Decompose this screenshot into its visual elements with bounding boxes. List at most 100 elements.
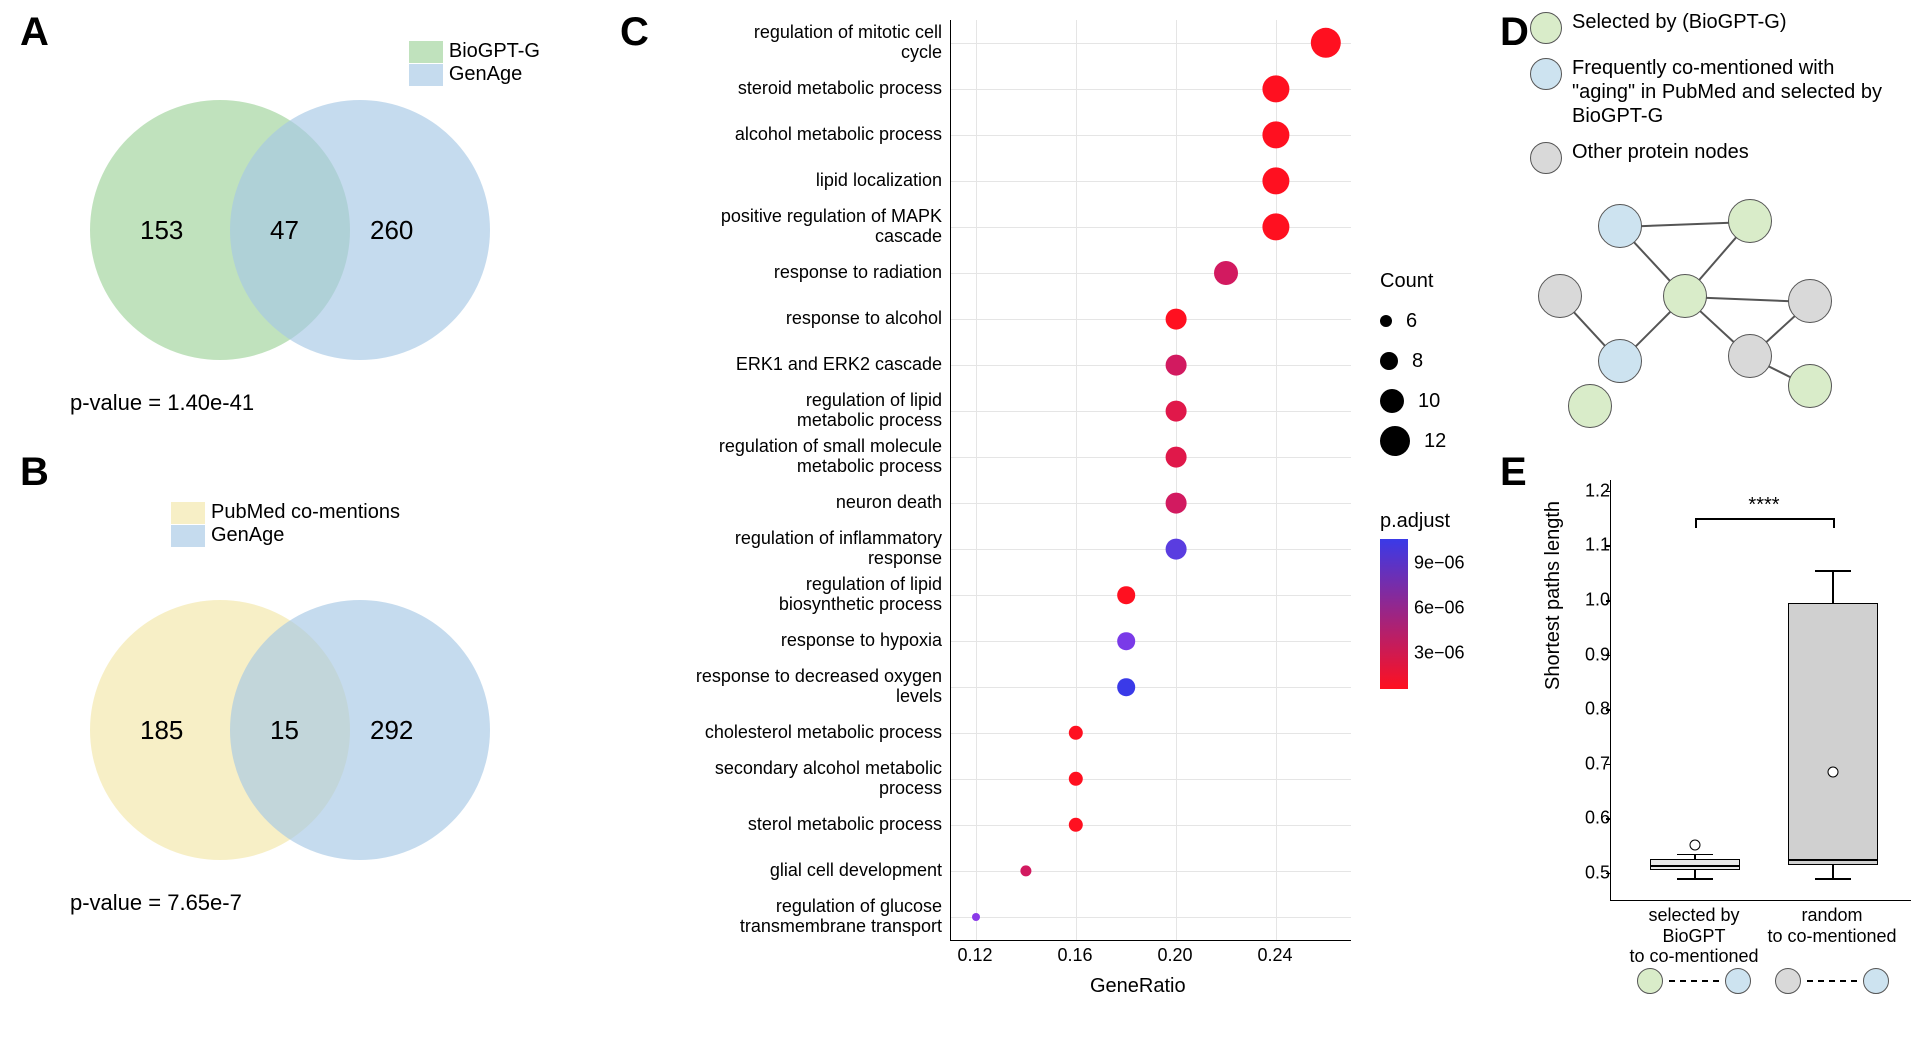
panel-d: Selected by (BioGPT-G) Frequently co-ment…: [1530, 10, 1910, 430]
network-node: [1728, 334, 1772, 378]
dotplot-c-plot-area: [950, 20, 1351, 941]
dotplot-c-category-label: neuron death: [642, 493, 942, 513]
color-legend: p.adjust 9e−066e−063e−06: [1380, 510, 1450, 689]
dotplot-c-category-label: response to alcohol: [642, 309, 942, 329]
dotplot-c-dot: [1117, 678, 1135, 696]
dotplot-c-dot: [1020, 865, 1031, 876]
dotplot-c-category-label: ERK1 and ERK2 cascade: [642, 355, 942, 375]
network-node: [1598, 204, 1642, 248]
dotplot-c-dot: [1214, 261, 1238, 285]
dotplot-c-category-label: lipid localization: [642, 171, 942, 191]
count-legend: Count 681012: [1380, 270, 1446, 461]
dotplot-c-dot: [1262, 121, 1289, 148]
dotplot-c-dot: [1166, 539, 1187, 560]
dotplot-c-dot: [1166, 309, 1187, 330]
venn-a-right-n: 260: [370, 215, 413, 246]
dotplot-c-dot: [972, 913, 980, 921]
dotplot-c-xtick: 0.24: [1257, 945, 1292, 966]
boxplot-e-category-label: selected by BioGPTto co-mentioned: [1619, 905, 1769, 967]
count-legend-title: Count: [1380, 270, 1446, 293]
dotplot-c-category-label: secondary alcohol metabolicprocess: [642, 759, 942, 799]
dotplot-c-category-label: response to radiation: [642, 263, 942, 283]
venn-a-pvalue: p-value = 1.40e-41: [70, 390, 254, 416]
boxplot-e-plot-area: ****: [1610, 480, 1911, 901]
venn-a-right-circle: [230, 100, 490, 360]
network-node: [1728, 199, 1772, 243]
dotplot-c-category-label: regulation of small moleculemetabolic pr…: [642, 437, 942, 477]
boxplot-e-ylabel: Shortest paths length: [1542, 501, 1565, 690]
venn-b: PubMed co-mentions GenAge 185 15 292 p-v…: [70, 560, 520, 910]
dotplot-c-dot: [1117, 632, 1135, 650]
venn-b-legend-0: PubMed co-mentions: [171, 501, 400, 524]
venn-b-right-n: 292: [370, 715, 413, 746]
panel-e-label: E: [1500, 450, 1527, 495]
significance-label: ****: [1748, 494, 1779, 517]
venn-a-legend-1: GenAge: [409, 63, 540, 86]
venn-b-pvalue: p-value = 7.65e-7: [70, 890, 242, 916]
venn-b-right-circle: [230, 600, 490, 860]
dotplot-c-dot: [1262, 167, 1289, 194]
dotplot-c-category-label: response to hypoxia: [642, 631, 942, 651]
boxplot-outlier: [1828, 766, 1839, 777]
boxplot-e: Shortest paths length **** 0.50.60.70.80…: [1540, 460, 1920, 1020]
dotplot-c-dot: [1069, 726, 1083, 740]
dotplot-c-dot: [1311, 28, 1341, 58]
dotplot-c-dot: [1117, 586, 1135, 604]
dotplot-c-dot: [1166, 355, 1187, 376]
panel-d-legend-item: Other protein nodes: [1530, 140, 1910, 174]
panel-a-label: A: [20, 10, 49, 55]
venn-b-left-n: 185: [140, 715, 183, 746]
venn-a-left-n: 153: [140, 215, 183, 246]
network-d: [1530, 186, 1890, 406]
boxplot-e-category-label: randomto co-mentioned: [1757, 905, 1907, 946]
network-node: [1788, 279, 1832, 323]
dotplot-c-dot: [1166, 493, 1187, 514]
venn-b-legend-1: GenAge: [171, 524, 400, 547]
colorbar: [1380, 539, 1408, 689]
panel-d-label: D: [1500, 10, 1529, 55]
dotplot-c-dot: [1262, 213, 1289, 240]
color-legend-tick: 3e−06: [1414, 643, 1465, 664]
dotplot-c-category-label: regulation of mitotic cellcycle: [642, 23, 942, 63]
panel-d-legend-item: Selected by (BioGPT-G): [1530, 10, 1910, 44]
dotplot-c-category-label: regulation of lipidmetabolic process: [642, 391, 942, 431]
dotplot-c-dot: [1262, 75, 1289, 102]
boxplot-e-category-icons: [1775, 968, 1889, 994]
color-legend-tick: 6e−06: [1414, 598, 1465, 619]
dotplot-c-category-label: cholesterol metabolic process: [642, 723, 942, 743]
dotplot-c-category-label: steroid metabolic process: [642, 79, 942, 99]
dotplot-c-dot: [1166, 447, 1187, 468]
boxplot-box: [1788, 603, 1878, 865]
color-legend-tick: 9e−06: [1414, 553, 1465, 574]
dotplot-c-dot: [1166, 401, 1187, 422]
dotplot-c-xtick: 0.20: [1157, 945, 1192, 966]
panel-d-legend-item: Frequently co-mentioned with "aging" in …: [1530, 56, 1910, 128]
dotplot-c-category-label: response to decreased oxygenlevels: [642, 667, 942, 707]
venn-b-mid-n: 15: [270, 715, 299, 746]
venn-a-legend-0: BioGPT-G: [409, 40, 540, 63]
count-legend-item: 8: [1380, 341, 1446, 381]
network-node: [1598, 339, 1642, 383]
boxplot-e-category-icons: [1637, 968, 1751, 994]
panel-b-label: B: [20, 450, 49, 495]
dotplot-c-category-label: sterol metabolic process: [642, 815, 942, 835]
dotplot-c-category-label: regulation of inflammatoryresponse: [642, 529, 942, 569]
dotplot-c-category-label: glial cell development: [642, 861, 942, 881]
network-node: [1538, 274, 1582, 318]
network-node: [1663, 274, 1707, 318]
dotplot-c-dot: [1069, 818, 1083, 832]
dotplot-c: GeneRatio 0.120.160.200.24regulation of …: [640, 10, 1420, 1010]
dotplot-c-xtick: 0.16: [1057, 945, 1092, 966]
count-legend-item: 10: [1380, 381, 1446, 421]
color-legend-title: p.adjust: [1380, 510, 1450, 533]
venn-a-mid-n: 47: [270, 215, 299, 246]
count-legend-item: 12: [1380, 421, 1446, 461]
dotplot-c-category-label: regulation of lipidbiosynthetic process: [642, 575, 942, 615]
dotplot-c-category-label: alcohol metabolic process: [642, 125, 942, 145]
dotplot-c-category-label: positive regulation of MAPKcascade: [642, 207, 942, 247]
dotplot-c-category-label: regulation of glucosetransmembrane trans…: [642, 897, 942, 937]
boxplot-outlier: [1690, 840, 1701, 851]
dotplot-c-xtick: 0.12: [957, 945, 992, 966]
venn-a: BioGPT-G GenAge 153 47 260 p-value = 1.4…: [70, 60, 520, 410]
network-node: [1568, 384, 1612, 428]
